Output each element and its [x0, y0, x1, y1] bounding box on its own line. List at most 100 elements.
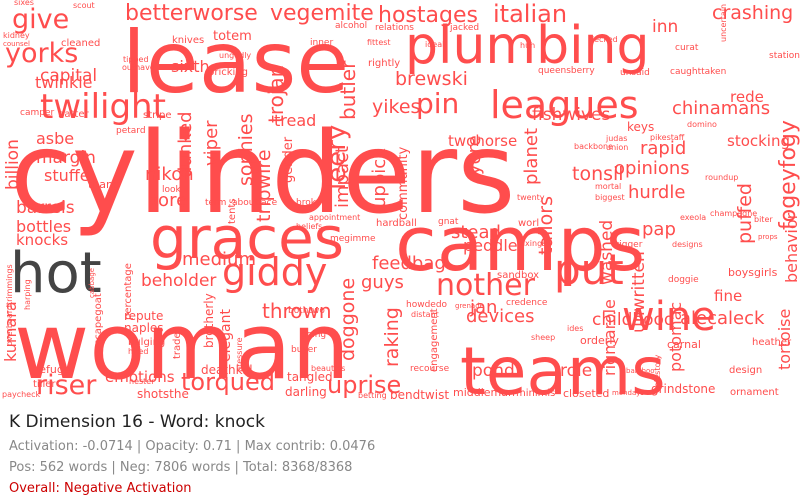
- cloud-word-bulging: bulging: [128, 337, 165, 348]
- cloud-word-minimis: minimis: [516, 388, 555, 399]
- cloud-word-twilight: twilight: [40, 87, 166, 127]
- cloud-word-vegemite: vegemite: [270, 1, 374, 26]
- cloud-word-fishwives: fishwives: [532, 105, 610, 125]
- cloud-word-washed: washed: [597, 220, 617, 285]
- cloud-word-doggie: doggie: [668, 275, 699, 285]
- cloud-word-deathkill: deathkill: [201, 363, 253, 377]
- cloud-word-going: going: [301, 330, 326, 340]
- cloud-word-aboutface: aboutface: [232, 198, 278, 208]
- cloud-word-margin: margin: [36, 148, 96, 168]
- cloud-word-doggone: doggone: [337, 278, 359, 361]
- cloud-word-crashing: crashing: [712, 2, 793, 24]
- cloud-word-percentage: percentage: [123, 263, 134, 320]
- cloud-word-keys: keys: [627, 120, 654, 134]
- cloud-word-sixth: sixth: [171, 57, 210, 76]
- cloud-word-fittest: fittest: [367, 38, 391, 47]
- cloud-word-beauties: beauties: [311, 364, 345, 373]
- cloud-word-viper: viper: [201, 120, 222, 166]
- cloud-word-pond: pond: [472, 361, 515, 381]
- cloud-word-twohorse: twohorse: [448, 132, 517, 150]
- cloud-word-batter: batter: [58, 109, 89, 120]
- cloud-word-elegant: elegant: [218, 309, 234, 362]
- cloud-word-barrels: barrels: [16, 198, 75, 218]
- cloud-word-impact: impact: [332, 146, 353, 208]
- cloud-word-yorks: yorks: [5, 38, 78, 69]
- cloud-word-harping: harping: [23, 279, 32, 310]
- cloud-word-inn: inn: [652, 17, 678, 37]
- cloud-word-uprise: uprise: [327, 371, 401, 399]
- cloud-word-medium: medium: [182, 249, 256, 270]
- word-cloud-canvas: cylinders woman lease camps plumbing teams gra…: [1, 0, 800, 400]
- cloud-word-station: station: [769, 51, 800, 61]
- cloud-word-unwritten: unwritten: [629, 251, 649, 333]
- cloud-word-closeted: closeted: [563, 387, 609, 400]
- cloud-word-props: props: [758, 233, 778, 241]
- cloud-word-outhave: outhave: [122, 63, 155, 72]
- cloud-word-design: design: [729, 365, 762, 376]
- cloud-word-twinkle: twinkle: [35, 73, 93, 92]
- word-group: cylinders woman lease camps plumbing teams gra…: [1, 0, 800, 400]
- cloud-word-buyer: buyer: [291, 345, 317, 355]
- cloud-word-trigger: trigger: [612, 240, 643, 250]
- cloud-word-ornament: ornament: [730, 387, 779, 398]
- cloud-word-put: put: [554, 245, 624, 294]
- cloud-word-engagement: engagement: [429, 308, 440, 372]
- cloud-word-sheep: sheep: [531, 333, 555, 342]
- cloud-word-bamboo: bamboo: [626, 367, 655, 375]
- cloud-word-yikes: yikes: [372, 96, 420, 118]
- cloud-word-tripwire: tripwire: [253, 149, 275, 222]
- cloud-word-uppick: uppick: [369, 148, 390, 208]
- cloud-word-feedbag: feedbag: [372, 253, 446, 274]
- cloud-word-nester: nester: [129, 377, 155, 386]
- cloud-word-pin: pin: [416, 87, 459, 120]
- cloud-word-pressure: pressure: [235, 337, 244, 372]
- cloud-word-knocks: knocks: [16, 231, 68, 249]
- cloud-word-planet: planet: [521, 128, 542, 185]
- cloud-word-mortal: mortal: [595, 182, 621, 191]
- cloud-word-woman: woman: [14, 293, 350, 400]
- cloud-word-hot: hot: [10, 241, 102, 306]
- cloud-word-kumara: kumara: [1, 301, 20, 362]
- cloud-word-tailors: tailors: [535, 196, 557, 255]
- cloud-word-cleaned: cleaned: [61, 38, 100, 49]
- cloud-word-beliefs: beliefs: [296, 222, 322, 231]
- cloud-word-brewski: brewski: [395, 68, 468, 90]
- overall-activation: Overall: Negative Activation: [9, 481, 192, 496]
- cloud-word-gnat: gnat: [438, 217, 459, 227]
- cloud-word-hired: hired: [128, 347, 148, 356]
- cloud-word-union: union: [606, 143, 628, 152]
- cloud-word-alecaleck: alecaleck: [680, 308, 765, 329]
- cloud-word-riser: riser: [36, 370, 97, 400]
- cloud-word-term: term: [205, 198, 226, 208]
- cloud-word-giddy: giddy: [222, 250, 327, 294]
- cloud-word-stead: stead: [451, 222, 501, 243]
- cloud-word-billion: billion: [3, 139, 23, 190]
- cloud-word-twenty: twenty: [517, 193, 545, 202]
- cloud-word-orderly: orderly: [580, 334, 619, 347]
- cloud-word-heather: heather: [752, 337, 792, 348]
- cloud-word-middleman: middleman: [453, 386, 515, 399]
- cloud-word-repute: repute: [124, 309, 163, 323]
- cloud-word-tents: tents: [227, 198, 238, 224]
- cloud-word-bricking: bricking: [208, 67, 248, 78]
- cloud-word-potomac: potomac: [666, 302, 685, 372]
- word-cloud: cylinders woman lease camps plumbing teams gra…: [1, 0, 800, 400]
- cloud-word-naples: naples: [124, 321, 164, 335]
- cloud-word-caughttaken: caughttaken: [670, 67, 726, 77]
- cloud-word-biggest: biggest: [595, 193, 625, 202]
- cloud-word-decked: decked: [589, 35, 618, 44]
- cloud-word-role: role: [560, 361, 592, 381]
- cloud-word-tortoise: tortoise: [775, 309, 794, 370]
- cloud-word-queensberry: queensberry: [538, 66, 595, 76]
- cloud-word-childhood: childhood: [592, 310, 675, 330]
- cloud-word-fine: fine: [714, 287, 742, 305]
- cloud-word-betterworse: betterworse: [125, 1, 258, 26]
- cloud-word-yore: yore: [464, 135, 485, 175]
- cloud-word-megimme: megimme: [330, 234, 376, 244]
- cloud-word-sixes: sixes: [14, 0, 34, 7]
- cloud-word-darling: darling: [285, 385, 327, 399]
- cloud-word-worl: worl: [518, 218, 539, 229]
- cloud-word-grindstone: grindstone: [651, 382, 715, 396]
- cloud-word-totem: totem: [213, 29, 252, 44]
- cloud-word-stocking: stocking: [727, 132, 790, 150]
